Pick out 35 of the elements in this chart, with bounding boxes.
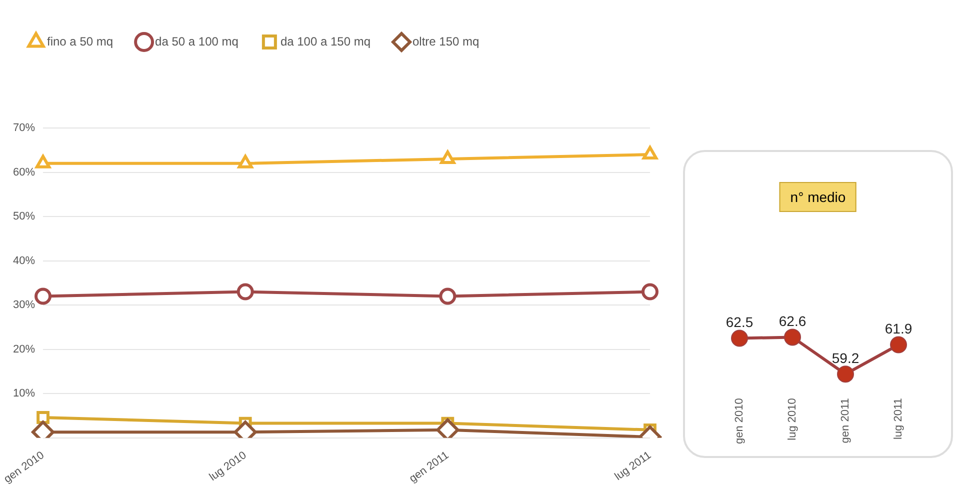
point [439, 288, 456, 305]
chart-title: n° medio [779, 182, 857, 212]
y-tick-label: 60% [12, 166, 36, 178]
data-label: 62.5 [726, 314, 754, 330]
y-tick-label: 50% [12, 210, 36, 223]
data-label: 61.9 [884, 320, 912, 337]
point [784, 328, 801, 346]
point [642, 146, 658, 160]
legend-label: oltre 150 mq [412, 34, 480, 48]
point [440, 150, 456, 164]
point [36, 411, 50, 424]
x-tick-label: gen 2011 [840, 398, 852, 444]
y-tick-label: 70% [12, 122, 36, 134]
x-tick-label: gen 2010 [734, 398, 746, 444]
y-tick-label: 40% [12, 254, 36, 267]
point [34, 288, 52, 305]
data-label: 62.6 [778, 313, 806, 330]
point [731, 330, 748, 347]
data-label: 59.2 [832, 350, 860, 366]
point [236, 283, 254, 300]
y-tick-label: 10% [12, 388, 36, 400]
point [642, 283, 658, 300]
y-tick-label: 20% [12, 343, 36, 356]
x-tick-label: lug 2010 [786, 398, 799, 440]
y-tick-label: 30% [12, 299, 36, 312]
legend-label: fino a 50 mq [47, 34, 114, 48]
point [238, 154, 253, 168]
point [837, 366, 854, 383]
point [35, 154, 51, 168]
legend-label: da 100 a 150 mq [280, 34, 371, 48]
point [890, 336, 907, 354]
x-tick-label: gen 2011 [407, 449, 452, 486]
x-tick-label: lug 2011 [892, 398, 905, 440]
legend-label: da 50 a 100 mq [155, 34, 238, 48]
x-tick-label: lug 2011 [612, 449, 654, 483]
